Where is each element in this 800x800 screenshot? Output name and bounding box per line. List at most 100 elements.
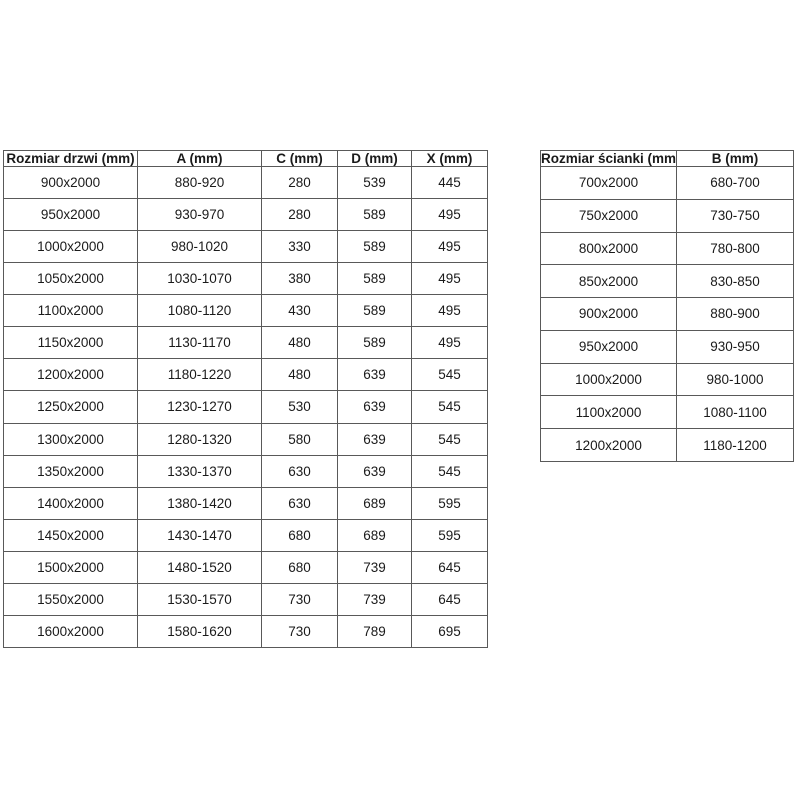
table-cell: 380 — [261, 262, 338, 296]
table-cell: 280 — [261, 165, 338, 200]
table-row: 950x2000 930-950 — [540, 329, 794, 364]
table-cell: 1380-1420 — [137, 486, 262, 520]
table-row: 1250x2000 1230-1270 530 639 545 — [3, 390, 488, 424]
table-cell: 539 — [337, 165, 412, 200]
table-cell: 495 — [411, 230, 488, 264]
table-cell: 689 — [337, 486, 412, 520]
table-cell: 1080-1120 — [137, 294, 262, 328]
table-cell: 1150x2000 — [3, 326, 138, 360]
table-cell: 495 — [411, 262, 488, 296]
table-cell: 1000x2000 — [540, 362, 677, 397]
table-cell: 495 — [411, 326, 488, 360]
table-cell: 739 — [337, 582, 412, 616]
table-cell: 1430-1470 — [137, 518, 262, 552]
table-row: 1150x2000 1130-1170 480 589 495 — [3, 326, 488, 360]
door-sizes-table: Rozmiar drzwi (mm) A (mm) C (mm) D (mm) X (m… — [3, 150, 488, 649]
table-cell: 1550x2000 — [3, 582, 138, 616]
table-cell: 780-800 — [676, 231, 794, 266]
table-cell: 950x2000 — [3, 198, 138, 232]
column-header: X (mm) — [411, 150, 488, 167]
table-cell: 689 — [337, 518, 412, 552]
table-row: 1550x2000 1530-1570 730 739 645 — [3, 582, 488, 616]
table-cell: 545 — [411, 422, 488, 456]
table-cell: 1350x2000 — [3, 454, 138, 488]
table-cell: 545 — [411, 358, 488, 392]
table-row: 1500x2000 1480-1520 680 739 645 — [3, 550, 488, 584]
table-cell: 880-900 — [676, 297, 794, 331]
table-cell: 645 — [411, 582, 488, 616]
table-row: 800x2000 780-800 — [540, 231, 794, 266]
column-header: C (mm) — [261, 150, 338, 167]
table-cell: 589 — [337, 230, 412, 264]
table-cell: 700x2000 — [540, 166, 677, 200]
door-sizes-header-row: Rozmiar drzwi (mm) A (mm) C (mm) D (mm) X (m… — [3, 150, 488, 167]
table-cell: 695 — [411, 614, 488, 649]
table-row: 1200x2000 1180-1220 480 639 545 — [3, 358, 488, 392]
table-cell: 280 — [261, 198, 338, 232]
column-header: B (mm) — [676, 150, 794, 167]
table-row: 1100x2000 1080-1120 430 589 495 — [3, 294, 488, 328]
table-cell: 1050x2000 — [3, 262, 138, 296]
table-cell: 1030-1070 — [137, 262, 262, 296]
table-cell: 589 — [337, 326, 412, 360]
table-cell: 1080-1100 — [676, 395, 794, 430]
table-row: 1000x2000 980-1000 — [540, 362, 794, 397]
table-cell: 589 — [337, 198, 412, 232]
table-cell: 980-1000 — [676, 362, 794, 397]
table-row: 1000x2000 980-1020 330 589 495 — [3, 230, 488, 264]
table-cell: 830-850 — [676, 264, 794, 299]
table-cell: 1180-1200 — [676, 428, 794, 462]
table-cell: 680 — [261, 550, 338, 584]
table-cell: 580 — [261, 422, 338, 456]
table-cell: 930-970 — [137, 198, 262, 232]
table-cell: 1450x2000 — [3, 518, 138, 552]
table-row: 1100x2000 1080-1100 — [540, 395, 794, 430]
table-cell: 545 — [411, 454, 488, 488]
table-cell: 1600x2000 — [3, 614, 138, 649]
table-cell: 639 — [337, 454, 412, 488]
table-cell: 639 — [337, 358, 412, 392]
table-row: 1300x2000 1280-1320 580 639 545 — [3, 422, 488, 456]
table-row: 1200x2000 1180-1200 — [540, 428, 794, 462]
table-cell: 739 — [337, 550, 412, 584]
column-header: A (mm) — [137, 150, 262, 167]
table-cell: 1250x2000 — [3, 390, 138, 424]
table-row: 700x2000 680-700 — [540, 166, 794, 200]
table-cell: 800x2000 — [540, 231, 677, 266]
table-cell: 1100x2000 — [540, 395, 677, 430]
table-cell: 1500x2000 — [3, 550, 138, 584]
table-cell: 495 — [411, 294, 488, 328]
table-cell: 495 — [411, 198, 488, 232]
table-row: 1350x2000 1330-1370 630 639 545 — [3, 454, 488, 488]
table-cell: 530 — [261, 390, 338, 424]
table-cell: 595 — [411, 486, 488, 520]
column-header: Rozmiar drzwi (mm) — [3, 150, 138, 167]
table-cell: 680-700 — [676, 166, 794, 200]
table-cell: 1330-1370 — [137, 454, 262, 488]
table-cell: 1100x2000 — [3, 294, 138, 328]
table-cell: 545 — [411, 390, 488, 424]
table-cell: 730-750 — [676, 198, 794, 233]
table-cell: 1200x2000 — [3, 358, 138, 392]
table-cell: 595 — [411, 518, 488, 552]
table-cell: 630 — [261, 454, 338, 488]
table-cell: 480 — [261, 326, 338, 360]
table-cell: 1480-1520 — [137, 550, 262, 584]
table-row: 1450x2000 1430-1470 680 689 595 — [3, 518, 488, 552]
wall-panel-sizes-table: Rozmiar ścianki (mm) B (mm) 700x2000 680-7… — [540, 150, 794, 462]
table-cell: 680 — [261, 518, 338, 552]
table-row: 750x2000 730-750 — [540, 198, 794, 233]
table-cell: 900x2000 — [540, 297, 677, 331]
table-cell: 730 — [261, 582, 338, 616]
table-cell: 589 — [337, 262, 412, 296]
table-cell: 330 — [261, 230, 338, 264]
column-header: D (mm) — [337, 150, 412, 167]
table-cell: 1580-1620 — [137, 614, 262, 649]
column-header: Rozmiar ścianki (mm) — [540, 150, 677, 167]
table-cell: 1180-1220 — [137, 358, 262, 392]
table-row: 850x2000 830-850 — [540, 264, 794, 299]
table-cell: 730 — [261, 614, 338, 649]
table-cell: 1230-1270 — [137, 390, 262, 424]
table-row: 950x2000 930-970 280 589 495 — [3, 198, 488, 232]
